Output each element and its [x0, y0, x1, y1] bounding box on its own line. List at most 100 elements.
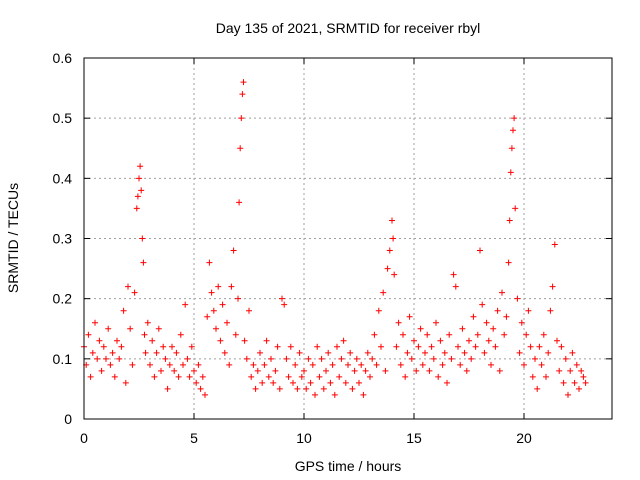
y-tick-label: 0.5: [53, 110, 73, 126]
data-point: [373, 361, 380, 368]
data-point: [131, 289, 138, 296]
data-point: [120, 307, 127, 314]
data-point: [281, 301, 288, 308]
y-tick-label: 0.3: [53, 231, 73, 247]
data-point: [481, 349, 488, 356]
data-point: [404, 349, 411, 356]
data-point: [334, 343, 340, 350]
data-point: [521, 361, 527, 368]
data-point: [323, 367, 329, 374]
data-point: [426, 367, 433, 374]
data-point: [459, 325, 466, 332]
chart-title: Day 135 of 2021, SRMTID for receiver rby…: [216, 20, 481, 36]
data-point: [408, 355, 415, 362]
data-point: [188, 343, 195, 350]
data-point: [514, 295, 521, 302]
data-point: [573, 361, 580, 368]
data-point: [532, 355, 538, 362]
data-point: [142, 349, 149, 356]
data-point: [378, 343, 384, 350]
data-point: [496, 367, 503, 374]
data-point: [349, 385, 356, 392]
data-point: [250, 361, 257, 368]
data-point: [312, 391, 318, 398]
data-point: [279, 295, 285, 302]
data-point: [578, 367, 585, 374]
data-point: [236, 199, 243, 206]
data-point: [558, 343, 565, 350]
data-point: [89, 349, 96, 356]
data-point: [265, 373, 272, 380]
data-point: [92, 319, 98, 326]
data-point: [503, 313, 510, 320]
data-point: [567, 367, 574, 374]
data-point: [510, 127, 516, 134]
data-point: [393, 343, 400, 350]
data-point: [125, 283, 131, 290]
data-point: [351, 367, 358, 374]
data-point: [468, 355, 475, 362]
data-point: [444, 379, 450, 386]
data-point: [511, 115, 518, 122]
data-point: [477, 247, 483, 254]
data-point: [391, 271, 398, 278]
data-point: [452, 283, 459, 290]
data-point: [488, 361, 494, 368]
data-point: [549, 283, 556, 290]
data-point: [305, 355, 312, 362]
data-point: [248, 373, 255, 380]
data-point: [217, 337, 224, 344]
data-point: [437, 337, 444, 344]
data-point: [501, 331, 508, 338]
data-point: [180, 361, 186, 368]
data-point: [206, 259, 213, 266]
data-point: [270, 379, 277, 386]
x-tick-label: 0: [80, 430, 88, 446]
data-point: [235, 295, 241, 302]
data-point: [193, 379, 200, 386]
data-point: [400, 331, 406, 338]
data-point: [100, 343, 107, 350]
data-point: [424, 331, 431, 338]
data-point: [329, 361, 336, 368]
data-point: [536, 343, 543, 350]
data-point: [98, 367, 105, 374]
data-point: [241, 337, 248, 344]
data-point: [296, 349, 303, 356]
data-point: [576, 385, 582, 392]
data-point: [417, 325, 424, 332]
data-point: [238, 115, 245, 122]
data-point: [327, 379, 334, 386]
data-point: [105, 325, 112, 332]
axis-ticks: [83, 57, 612, 420]
x-tick-label: 20: [516, 430, 532, 446]
data-point: [369, 355, 376, 362]
data-point: [287, 343, 294, 350]
data-point: [164, 385, 171, 392]
data-point: [285, 373, 292, 380]
data-point: [455, 343, 461, 350]
data-point: [138, 187, 145, 194]
data-point: [527, 343, 534, 350]
data-point: [239, 91, 246, 98]
data-point: [386, 247, 393, 254]
data-point: [237, 145, 244, 152]
data-point: [153, 349, 160, 356]
data-point: [129, 361, 136, 368]
data-point: [274, 343, 281, 350]
data-point: [340, 337, 347, 344]
data-point: [529, 373, 536, 380]
data-point: [367, 373, 373, 380]
data-point: [472, 343, 479, 350]
data-point: [276, 385, 283, 392]
data-point: [191, 367, 197, 374]
data-point: [494, 307, 501, 314]
data-point: [87, 373, 94, 380]
data-point: [562, 355, 569, 362]
data-point: [155, 325, 162, 332]
data-point: [338, 355, 345, 362]
data-point: [415, 343, 422, 350]
x-tick-labels: 0 5 10 15 20: [80, 430, 532, 446]
data-point: [309, 361, 316, 368]
